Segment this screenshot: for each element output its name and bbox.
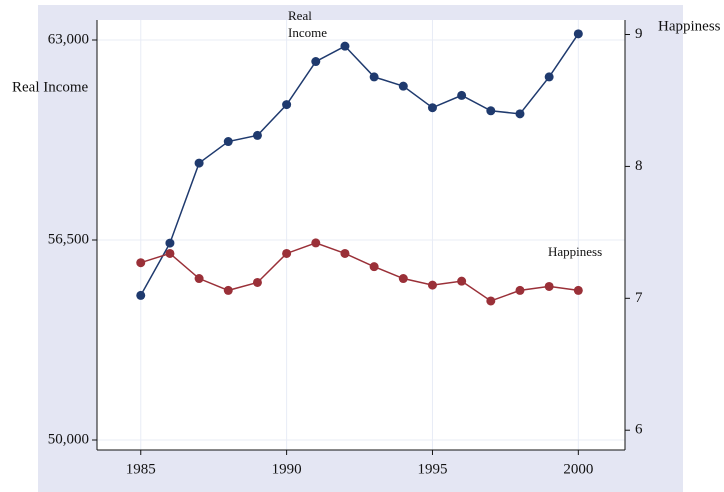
y2-tick-label: 7 bbox=[635, 290, 643, 306]
plot-area bbox=[97, 20, 625, 450]
point bbox=[165, 248, 175, 258]
y-tick-label: 56,500 bbox=[48, 231, 89, 247]
y2-tick-label: 8 bbox=[635, 158, 643, 174]
point bbox=[457, 276, 467, 286]
point bbox=[486, 296, 496, 306]
y-axis-label: Real Income bbox=[12, 79, 89, 95]
x-tick-label: 1995 bbox=[417, 461, 447, 477]
point bbox=[340, 41, 350, 51]
point bbox=[427, 103, 437, 113]
point bbox=[194, 158, 204, 168]
y2-axis-label: Happiness bbox=[658, 18, 721, 34]
y-tick-label: 63,000 bbox=[48, 31, 89, 47]
point bbox=[398, 81, 408, 91]
point bbox=[457, 90, 467, 100]
x-tick-label: 1990 bbox=[272, 461, 302, 477]
annotation: Real bbox=[288, 8, 312, 23]
y2-tick-label: 6 bbox=[635, 422, 643, 438]
point bbox=[223, 285, 233, 295]
point bbox=[136, 258, 146, 268]
x-tick-label: 1985 bbox=[126, 461, 156, 477]
y-tick-label: 50,000 bbox=[48, 431, 89, 447]
point bbox=[282, 100, 292, 110]
x-tick-label: 2000 bbox=[563, 461, 593, 477]
point bbox=[515, 285, 525, 295]
y2-tick-label: 9 bbox=[635, 26, 643, 42]
point bbox=[515, 109, 525, 119]
point bbox=[340, 248, 350, 258]
point bbox=[544, 281, 554, 291]
point bbox=[136, 290, 146, 300]
point bbox=[194, 274, 204, 284]
series-line bbox=[140, 33, 579, 296]
point bbox=[223, 137, 233, 147]
point bbox=[282, 248, 292, 258]
point bbox=[369, 72, 379, 82]
point bbox=[369, 262, 379, 272]
annotation: Happiness bbox=[548, 244, 602, 259]
point bbox=[252, 277, 262, 287]
series-line bbox=[140, 242, 579, 302]
point bbox=[573, 29, 583, 39]
point bbox=[165, 238, 175, 248]
point bbox=[252, 130, 262, 140]
point bbox=[311, 238, 321, 248]
point bbox=[398, 274, 408, 284]
point bbox=[427, 280, 437, 290]
point bbox=[573, 285, 583, 295]
annotation: Income bbox=[288, 25, 327, 40]
point bbox=[311, 57, 321, 67]
point bbox=[486, 106, 496, 116]
point bbox=[544, 72, 554, 82]
